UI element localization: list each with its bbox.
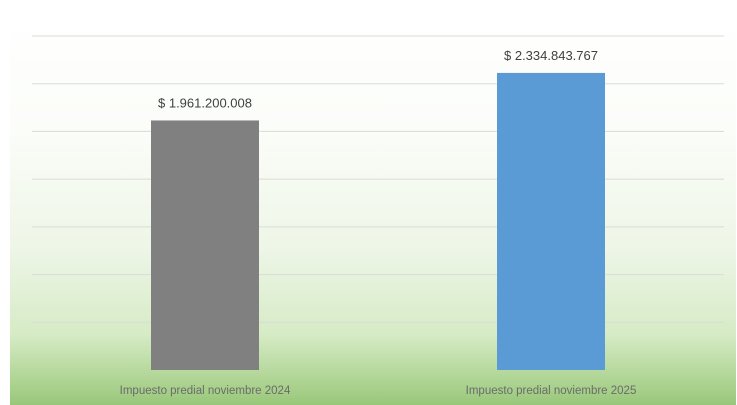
category-labels: Impuesto predial noviembre 2024 Impuesto …: [120, 385, 637, 397]
data-label-1: $ 1.961.200.008: [158, 95, 252, 110]
data-labels: $ 1.961.200.008 $ 2.334.843.767: [158, 48, 598, 111]
bars: [151, 72, 605, 370]
category-label-2: Impuesto predial noviembre 2025: [466, 385, 637, 397]
bar-chart: $ 1.961.200.008 $ 2.334.843.767 Impuesto …: [32, 35, 724, 397]
data-label-2: $ 2.334.843.767: [504, 48, 598, 63]
bar-1: [151, 120, 259, 370]
gridlines: [32, 35, 724, 323]
category-label-1: Impuesto predial noviembre 2024: [120, 385, 291, 397]
bar-2: [497, 72, 605, 370]
chart-area: $ 1.961.200.008 $ 2.334.843.767 Impuesto …: [10, 12, 736, 405]
